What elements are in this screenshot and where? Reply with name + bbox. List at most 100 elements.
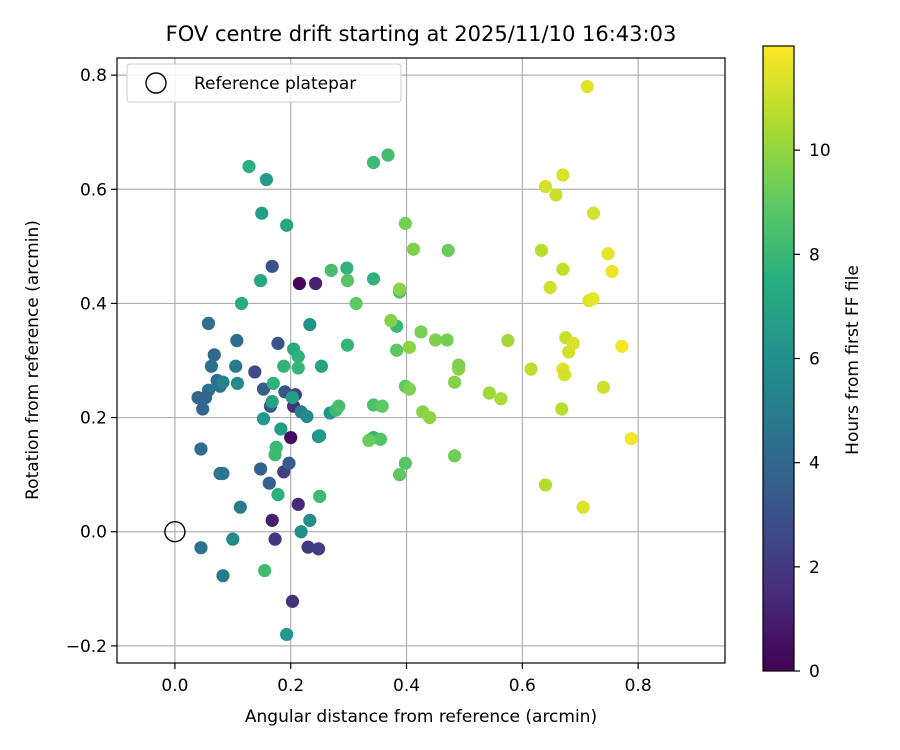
data-point <box>233 500 247 514</box>
y-axis-ticks: −0.2 0.0 0.2 0.4 0.6 0.8 <box>66 66 117 657</box>
data-point <box>268 448 282 462</box>
data-point <box>324 263 338 277</box>
data-point <box>586 206 601 220</box>
data-point <box>414 325 428 339</box>
data-point <box>384 313 398 328</box>
data-point <box>543 280 557 295</box>
data-point <box>230 376 245 390</box>
colorbar-tick-label: 0 <box>809 662 820 682</box>
data-point <box>259 172 273 187</box>
data-point <box>216 466 230 481</box>
x-tick-label: 0.4 <box>393 676 420 696</box>
data-point <box>262 476 276 490</box>
data-point <box>340 338 355 352</box>
data-point <box>256 382 271 396</box>
x-tick-label: 0.6 <box>509 676 536 696</box>
data-point <box>586 292 600 306</box>
data-point <box>280 627 294 642</box>
data-point <box>196 402 210 416</box>
data-point <box>303 317 317 332</box>
data-point <box>555 402 569 416</box>
colorbar-tick-label: 4 <box>809 454 820 474</box>
data-point <box>366 155 381 170</box>
data-point <box>194 541 208 555</box>
data-point <box>549 188 563 202</box>
data-point <box>596 380 611 394</box>
y-tick-label: −0.2 <box>66 637 107 657</box>
data-point <box>340 273 355 288</box>
data-point <box>256 412 271 426</box>
data-point <box>558 368 572 382</box>
data-point <box>402 382 417 396</box>
data-point <box>309 276 323 291</box>
data-point <box>216 375 230 389</box>
x-tick-label: 0.8 <box>625 676 652 696</box>
data-point <box>268 532 282 546</box>
data-point <box>524 362 538 376</box>
data-point <box>201 316 216 331</box>
data-point <box>538 478 553 492</box>
data-point <box>534 243 549 257</box>
y-tick-label: 0.0 <box>80 523 107 543</box>
data-point <box>216 569 230 583</box>
data-point <box>198 390 213 405</box>
y-tick-label: 0.2 <box>80 409 107 429</box>
data-point <box>398 216 412 231</box>
data-point <box>291 361 305 375</box>
data-point <box>501 333 515 348</box>
data-point <box>280 218 294 232</box>
data-point <box>398 456 412 470</box>
data-point <box>294 525 308 539</box>
data-point <box>447 449 462 463</box>
data-point <box>373 432 388 446</box>
y-axis-label: Rotation from reference (arcmin) <box>23 220 43 500</box>
data-point <box>226 532 240 546</box>
data-point <box>392 282 407 296</box>
data-point <box>601 247 615 261</box>
data-point <box>265 259 279 273</box>
data-point <box>204 359 218 373</box>
reference-platepar-marker <box>164 521 186 543</box>
data-point <box>282 456 296 470</box>
x-axis-label: Angular distance from reference (arcmin) <box>245 707 597 727</box>
data-point <box>313 489 327 503</box>
x-tick-label: 0.0 <box>161 676 188 696</box>
data-point <box>375 399 389 413</box>
data-point <box>366 272 381 286</box>
data-point <box>332 399 346 413</box>
data-point <box>314 359 329 373</box>
legend: Reference platepar <box>126 63 402 103</box>
data-point <box>390 343 404 357</box>
data-point <box>300 409 314 424</box>
colorbar-label: Hours from first FF file <box>843 265 863 455</box>
chart-title: FOV centre drift starting at 2025/11/10 … <box>166 22 677 46</box>
data-point <box>277 359 291 373</box>
data-point <box>441 243 455 257</box>
data-point <box>381 148 395 162</box>
data-point <box>285 390 300 405</box>
colorbar-tick-label: 10 <box>809 141 831 161</box>
data-point <box>291 349 305 364</box>
data-points <box>164 79 638 642</box>
data-point <box>266 376 280 390</box>
y-tick-label: 0.8 <box>80 66 107 86</box>
data-point <box>349 296 363 311</box>
colorbar-tick-label: 6 <box>809 350 820 370</box>
data-point <box>556 262 570 276</box>
data-point <box>242 159 256 174</box>
data-point <box>624 432 638 446</box>
data-point <box>271 336 285 350</box>
data-point <box>576 500 590 514</box>
data-point <box>605 264 619 279</box>
data-point <box>230 333 244 348</box>
data-point <box>615 339 629 353</box>
data-point <box>440 333 454 347</box>
colorbar: 0 2 4 6 8 10 Hours from first FF file <box>762 45 863 682</box>
x-tick-label: 0.2 <box>277 676 304 696</box>
legend-label-reference: Reference platepar <box>194 74 356 94</box>
data-point <box>284 430 298 445</box>
data-point <box>194 442 208 456</box>
data-point <box>248 365 262 379</box>
data-point <box>362 433 376 448</box>
data-point <box>402 340 417 354</box>
